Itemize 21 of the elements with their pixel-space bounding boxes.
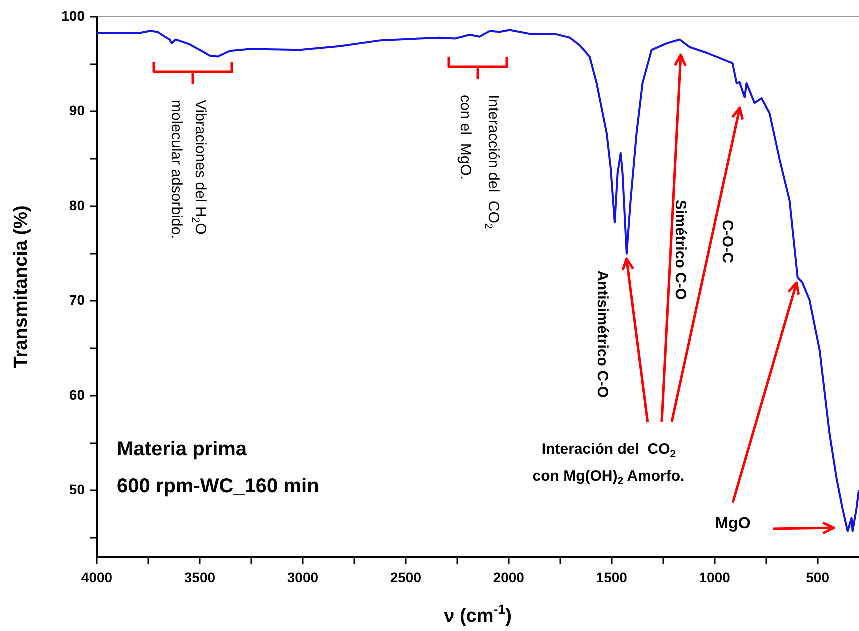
y-tick-label: 60 bbox=[69, 386, 86, 403]
x-tick-label: 1500 bbox=[596, 569, 628, 586]
x-tick-label: 1000 bbox=[699, 569, 731, 586]
annotation: Materia prima 600 rpm-WC_160 min bbox=[117, 438, 320, 498]
x-tick-label: 500 bbox=[806, 569, 830, 586]
y-tick-label: 90 bbox=[69, 102, 86, 119]
y-tick-label: 80 bbox=[69, 197, 86, 214]
x-tick-label: 3000 bbox=[287, 569, 319, 586]
x-tick-label: 4000 bbox=[81, 569, 113, 586]
annotation: MgO bbox=[715, 515, 751, 532]
y-tick-label: 50 bbox=[69, 482, 86, 498]
text: Interacción del CO2 con el MgO. bbox=[456, 95, 502, 230]
x-tick-label: 2000 bbox=[493, 569, 525, 586]
annotation: Simétrico C-O bbox=[672, 200, 689, 300]
annotation: C-O-C bbox=[718, 220, 736, 264]
y-tick-label: 70 bbox=[69, 292, 86, 308]
x-tick-label: 3500 bbox=[184, 569, 216, 586]
x-tick-label: 2500 bbox=[390, 569, 422, 586]
y-tick-label: 100 bbox=[62, 8, 86, 24]
annotation: Antisimétrico C-O bbox=[594, 270, 611, 398]
y-axis-title: Transmitancia (%) bbox=[11, 206, 32, 368]
